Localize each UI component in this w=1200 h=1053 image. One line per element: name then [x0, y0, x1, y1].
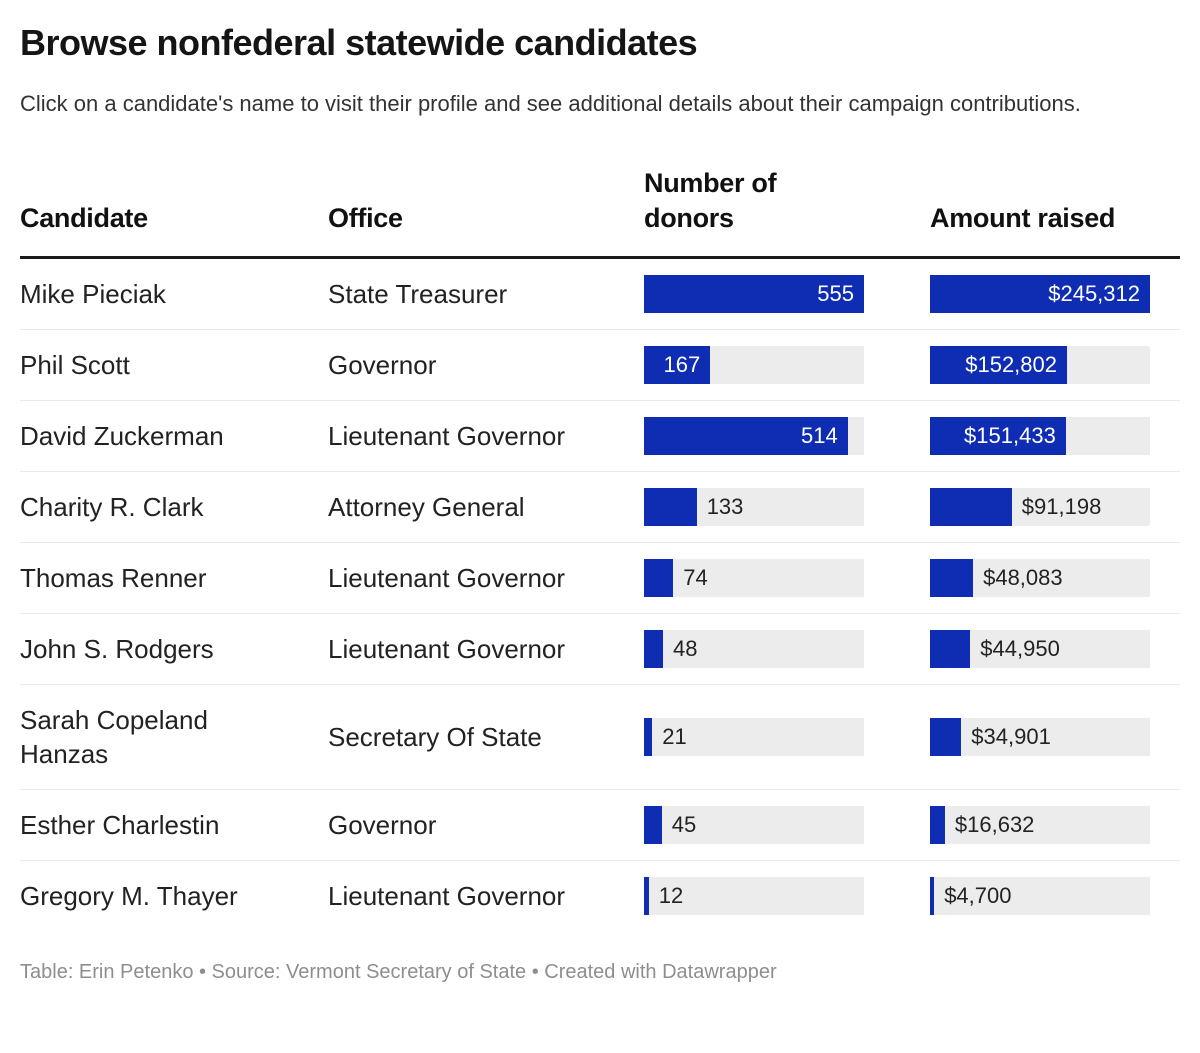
- donors-bar-track: 12: [644, 877, 864, 915]
- donors-bar-track: 167: [644, 346, 864, 384]
- amount-value-label: $48,083: [983, 565, 1063, 590]
- table-body: Mike Pieciak State Treasurer 555 $245,312 Ph…: [20, 258, 1180, 931]
- amount-bar: [930, 630, 971, 668]
- donors-value-label: 133: [706, 494, 744, 519]
- datawrapper-embed: Browse nonfederal statewide candidates C…: [20, 22, 1180, 983]
- amount-value-label: $34,901: [971, 724, 1051, 749]
- candidate-name-link[interactable]: Phil Scott: [20, 350, 130, 380]
- column-header-amount-raised: Amount raised: [930, 203, 1116, 233]
- amount-bar-track: $91,198: [930, 488, 1150, 526]
- office-label: Lieutenant Governor: [328, 563, 566, 593]
- table-row: David Zuckerman Lieutenant Governor 514 $15…: [20, 400, 1180, 472]
- table-row: Mike Pieciak State Treasurer 555 $245,312: [20, 258, 1180, 330]
- table-row: John S. Rodgers Lieutenant Governor 48 $44,…: [20, 613, 1180, 685]
- amount-bar-track: $16,632: [930, 806, 1150, 844]
- candidate-name-link[interactable]: Mike Pieciak: [20, 279, 166, 309]
- office-label: Attorney General: [328, 492, 525, 522]
- donors-bar: [644, 806, 662, 844]
- amount-bar: [930, 417, 1066, 455]
- donors-bar: [644, 630, 663, 668]
- table-header-row: Candidate Office Number of donors Amount…: [20, 166, 1180, 259]
- office-label: Lieutenant Governor: [328, 881, 566, 911]
- donors-bar: [644, 559, 674, 597]
- amount-value-label: $44,950: [980, 636, 1060, 661]
- amount-value-label: $4,700: [944, 883, 1012, 908]
- office-label: State Treasurer: [328, 279, 508, 309]
- donors-bar-track: 21: [644, 718, 864, 756]
- donors-value-label: 74: [683, 565, 708, 590]
- donors-bar: [644, 275, 864, 313]
- donors-value-label: 12: [658, 883, 684, 908]
- donors-bar: [644, 488, 697, 526]
- amount-bar: [930, 488, 1012, 526]
- table-row: Thomas Renner Lieutenant Governor 74 $48,08…: [20, 542, 1180, 614]
- table-row: Gregory M. Thayer Lieutenant Governor 12 $4…: [20, 860, 1180, 931]
- amount-value-label: $152,802: [965, 352, 1057, 377]
- amount-bar-track: $151,433: [930, 417, 1150, 455]
- donors-value-label: 48: [673, 636, 698, 661]
- table-header: Candidate Office Number of donors Amount…: [20, 166, 1180, 259]
- donors-bar: [644, 877, 649, 915]
- donors-value-label: 555: [817, 281, 854, 306]
- candidates-table: Candidate Office Number of donors Amount…: [20, 166, 1180, 931]
- donors-bar-track: 48: [644, 630, 864, 668]
- amount-bar-track: $34,901: [930, 718, 1150, 756]
- office-label: Secretary Of State: [328, 722, 542, 752]
- office-label: Governor: [328, 810, 437, 840]
- attribution-line: Table: Erin Petenko • Source: Vermont Se…: [20, 961, 777, 983]
- amount-value-label: $245,312: [1048, 281, 1140, 306]
- table-row: Charity R. Clark Attorney General 133 $91,1…: [20, 471, 1180, 543]
- candidate-name-link[interactable]: David Zuckerman: [20, 421, 224, 451]
- amount-value-label: $91,198: [1021, 494, 1102, 519]
- amount-value-label: $151,433: [964, 423, 1056, 448]
- candidate-name-link[interactable]: Esther Charlestin: [20, 810, 220, 840]
- donors-bar: [644, 718, 653, 756]
- amount-value-label: $16,632: [954, 812, 1035, 837]
- amount-bar: [930, 718, 962, 756]
- table-row: Sarah Copeland Hanzas Secretary Of State 2…: [20, 684, 1180, 790]
- candidate-name-link[interactable]: Charity R. Clark: [20, 492, 204, 522]
- office-label: Lieutenant Governor: [328, 634, 566, 664]
- donors-bar-track: 514: [644, 417, 864, 455]
- table-row: Esther Charlestin Governor 45 $16,632: [20, 789, 1180, 861]
- donors-bar: [644, 346, 711, 384]
- donors-bar-track: 555: [644, 275, 864, 313]
- column-header-office: Office: [328, 203, 403, 233]
- amount-bar: [930, 877, 935, 915]
- candidate-name-link[interactable]: Gregory M. Thayer: [20, 881, 238, 911]
- amount-bar: [930, 346, 1067, 384]
- donors-value-label: 167: [663, 352, 701, 377]
- amount-bar: [930, 806, 945, 844]
- amount-bar-track: $48,083: [930, 559, 1150, 597]
- donors-bar-track: 45: [644, 806, 864, 844]
- office-label: Governor: [328, 350, 437, 380]
- donors-value-label: 21: [662, 724, 687, 749]
- chart-subtitle: Click on a candidate's name to visit the…: [20, 91, 1081, 116]
- office-label: Lieutenant Governor: [328, 421, 566, 451]
- amount-bar-track: $245,312: [930, 275, 1150, 313]
- donors-value-label: 514: [800, 423, 838, 448]
- amount-bar: [930, 275, 1150, 313]
- amount-bar-track: $44,950: [930, 630, 1150, 668]
- donors-bar: [644, 417, 848, 455]
- candidate-name-link[interactable]: Sarah Copeland Hanzas: [20, 705, 208, 769]
- donors-bar-track: 74: [644, 559, 864, 597]
- amount-bar-track: $152,802: [930, 346, 1150, 384]
- candidate-name-link[interactable]: John S. Rodgers: [20, 634, 214, 664]
- column-header-number-of-donors: Number of donors: [644, 168, 777, 233]
- candidate-name-link[interactable]: Thomas Renner: [20, 563, 207, 593]
- amount-bar: [930, 559, 974, 597]
- column-header-candidate: Candidate: [20, 203, 148, 233]
- donors-bar-track: 133: [644, 488, 864, 526]
- table-row: Phil Scott Governor 167 $152,802: [20, 329, 1180, 401]
- amount-bar-track: $4,700: [930, 877, 1150, 915]
- chart-title: Browse nonfederal statewide candidates: [20, 22, 698, 63]
- donors-value-label: 45: [671, 812, 697, 837]
